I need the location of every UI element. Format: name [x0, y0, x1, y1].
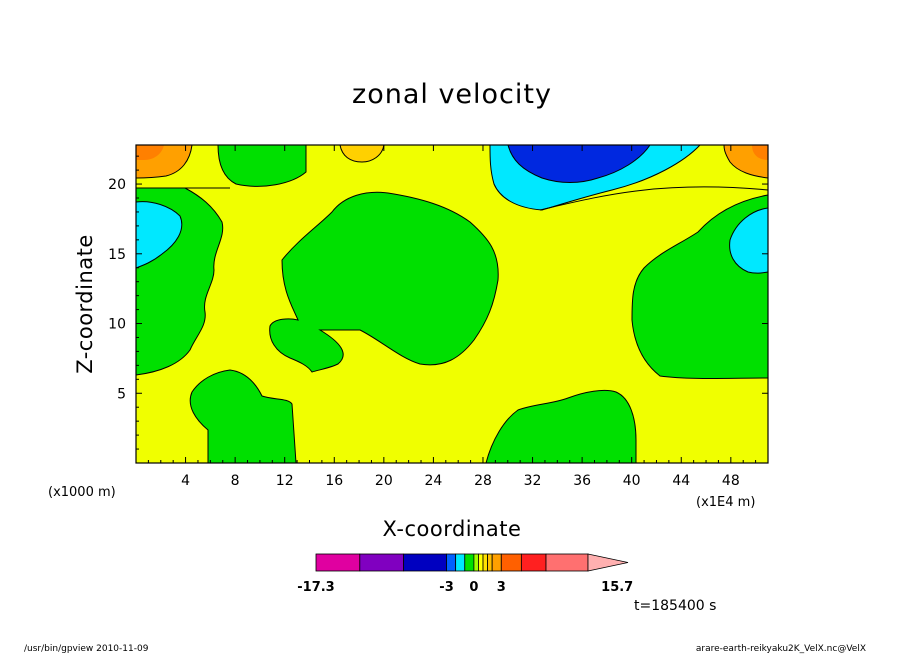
- contour-line-cyan-left: [135, 201, 183, 269]
- x-tick-label: 40: [623, 473, 641, 489]
- colorbar-segment: [315, 553, 361, 572]
- contour-fill-bump-top-middle: [340, 145, 384, 162]
- colorbar-segment: [478, 553, 484, 572]
- colorbar-tick-label: 0: [469, 580, 478, 595]
- x-axis: 4 8 12 16 20 24 28 32 36 40 44 48: [147, 145, 757, 489]
- colorbar-segment: [464, 553, 475, 572]
- colorbar-segment: [446, 553, 457, 572]
- chart-title: zonal velocity: [352, 79, 552, 110]
- plot-area: [135, 144, 769, 464]
- colorbar-tick-label: 15.7: [601, 580, 633, 595]
- contour-fill-patch-bottom-left: [190, 370, 296, 463]
- contour-line-right: [631, 194, 769, 379]
- contour-fill-band-center: [269, 192, 499, 372]
- colorbar-segment: [491, 553, 502, 572]
- x-tick-label: 36: [573, 473, 591, 489]
- colorbar: [315, 553, 629, 572]
- x-tick-label: 32: [524, 473, 542, 489]
- y-tick-label: 10: [108, 317, 126, 333]
- x-tick-label: 20: [375, 473, 393, 489]
- colorbar-ticks: -17.3 -3 0 3 15.7: [297, 580, 633, 595]
- y-tick-label: 20: [108, 177, 126, 193]
- x-tick-label: 4: [181, 473, 190, 489]
- x-tick-label: 8: [231, 473, 240, 489]
- colorbar-segment: [473, 553, 479, 572]
- x-tick-label: 16: [325, 473, 343, 489]
- contour-lines: [135, 144, 769, 464]
- colorbar-segment: [403, 553, 447, 572]
- colorbar-extension: [587, 553, 629, 572]
- colorbar-segment: [520, 553, 547, 572]
- contour-fill-cyan-left: [136, 201, 182, 268]
- x-tick-label: 48: [722, 473, 740, 489]
- contour-line-orange-right: [723, 144, 769, 179]
- contour-line-orange-left: [135, 144, 193, 179]
- contour-line-bottom-left: [189, 369, 297, 464]
- contour-line-bottom-center: [485, 389, 637, 464]
- colorbar-segment: [500, 553, 522, 572]
- colorbar-tick-label: 3: [497, 580, 506, 595]
- contour-line-lower-left: [135, 187, 224, 376]
- contour-line-top-band: [136, 186, 769, 211]
- footer-right: arare-earth-reikyaku2K_VelX.nc@VelX: [696, 644, 866, 654]
- colorbar-segment: [487, 553, 493, 572]
- contour-fill-dark-top-left: [136, 145, 164, 160]
- contour-line-upper-middle: [217, 144, 307, 187]
- colorbar-segment: [359, 553, 405, 572]
- y-axis-unit: (x1000 m): [48, 485, 116, 500]
- contour-line-bump-middle: [339, 144, 385, 163]
- y-tick-label: 5: [117, 386, 126, 402]
- x-tick-label: 12: [276, 473, 294, 489]
- footer-left: /usr/bin/gpview 2010-11-09: [24, 644, 149, 654]
- contour-line-cyan-right: [729, 207, 769, 274]
- contour-line-center: [269, 191, 499, 373]
- contour-fill-dark-top-right: [752, 145, 768, 160]
- contour-fill-blue-top: [508, 145, 650, 183]
- colorbar-tick-label: -3: [439, 580, 453, 595]
- y-axis: 5 10 15 20: [108, 155, 768, 450]
- x-axis-title: X-coordinate: [383, 517, 522, 541]
- x-axis-unit: (x1E4 m): [696, 495, 755, 510]
- y-tick-label: 15: [108, 247, 126, 263]
- x-tick-label: 28: [474, 473, 492, 489]
- colorbar-segment: [482, 553, 488, 572]
- colorbar-segment: [455, 553, 466, 572]
- time-label: t=185400 s: [634, 598, 716, 614]
- colorbar-segment: [545, 553, 589, 572]
- x-tick-label: 24: [424, 473, 442, 489]
- contour-line-blue-top: [507, 144, 651, 183]
- contour-fill-band-upper-middle: [218, 145, 306, 187]
- y-axis-title: Z-coordinate: [73, 234, 97, 374]
- x-tick-label: 44: [672, 473, 690, 489]
- plot-frame: [135, 144, 769, 464]
- colorbar-tick-label: -17.3: [297, 580, 334, 595]
